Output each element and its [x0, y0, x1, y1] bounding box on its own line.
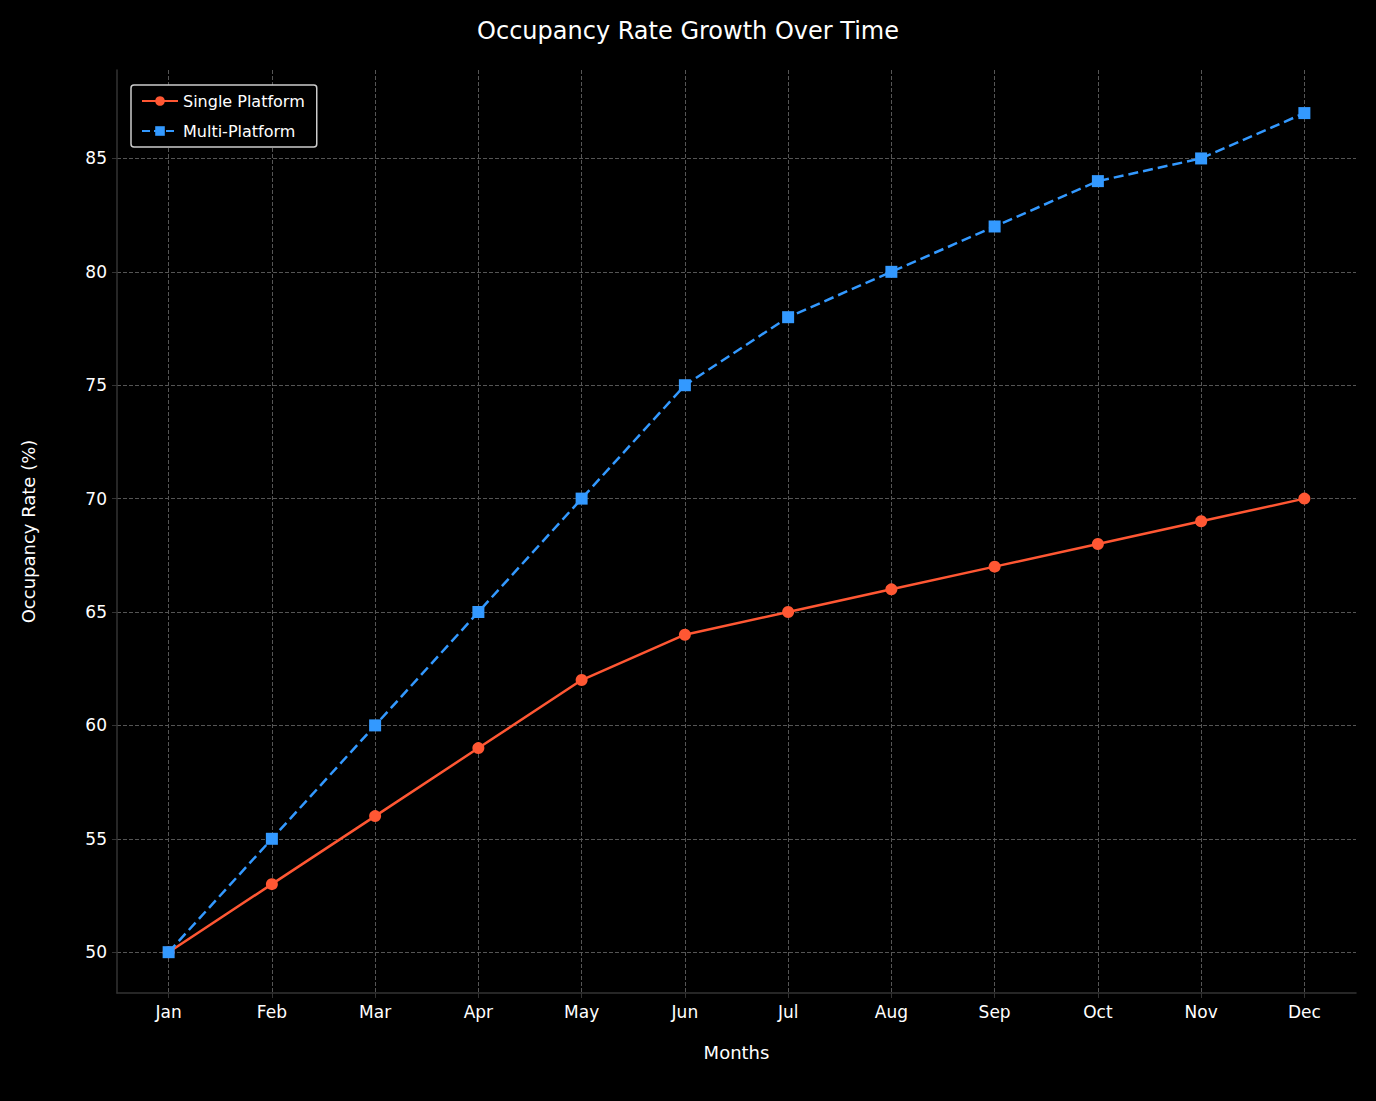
- svg-text:Apr: Apr: [464, 1002, 493, 1022]
- svg-text:85: 85: [85, 148, 107, 168]
- svg-text:60: 60: [85, 715, 107, 735]
- svg-text:55: 55: [85, 829, 107, 849]
- svg-text:Single Platform: Single Platform: [183, 92, 305, 111]
- svg-text:50: 50: [85, 942, 107, 962]
- svg-text:May: May: [564, 1002, 599, 1022]
- svg-text:65: 65: [85, 602, 107, 622]
- svg-text:Occupancy Rate (%): Occupancy Rate (%): [18, 440, 39, 624]
- svg-text:Mar: Mar: [359, 1002, 391, 1022]
- svg-text:70: 70: [85, 489, 107, 509]
- svg-text:75: 75: [85, 375, 107, 395]
- svg-text:Multi-Platform: Multi-Platform: [183, 122, 295, 141]
- svg-text:Occupancy Rate Growth Over Tim: Occupancy Rate Growth Over Time: [477, 17, 899, 45]
- svg-text:80: 80: [85, 262, 107, 282]
- svg-text:Months: Months: [704, 1042, 770, 1063]
- svg-text:Nov: Nov: [1185, 1002, 1218, 1022]
- svg-text:Jan: Jan: [155, 1002, 182, 1022]
- svg-text:Jun: Jun: [671, 1002, 699, 1022]
- svg-text:Oct: Oct: [1083, 1002, 1113, 1022]
- svg-text:Jul: Jul: [777, 1002, 799, 1022]
- svg-text:Aug: Aug: [875, 1002, 908, 1022]
- svg-text:Sep: Sep: [979, 1002, 1011, 1022]
- svg-text:Feb: Feb: [257, 1002, 287, 1022]
- svg-text:Dec: Dec: [1288, 1002, 1321, 1022]
